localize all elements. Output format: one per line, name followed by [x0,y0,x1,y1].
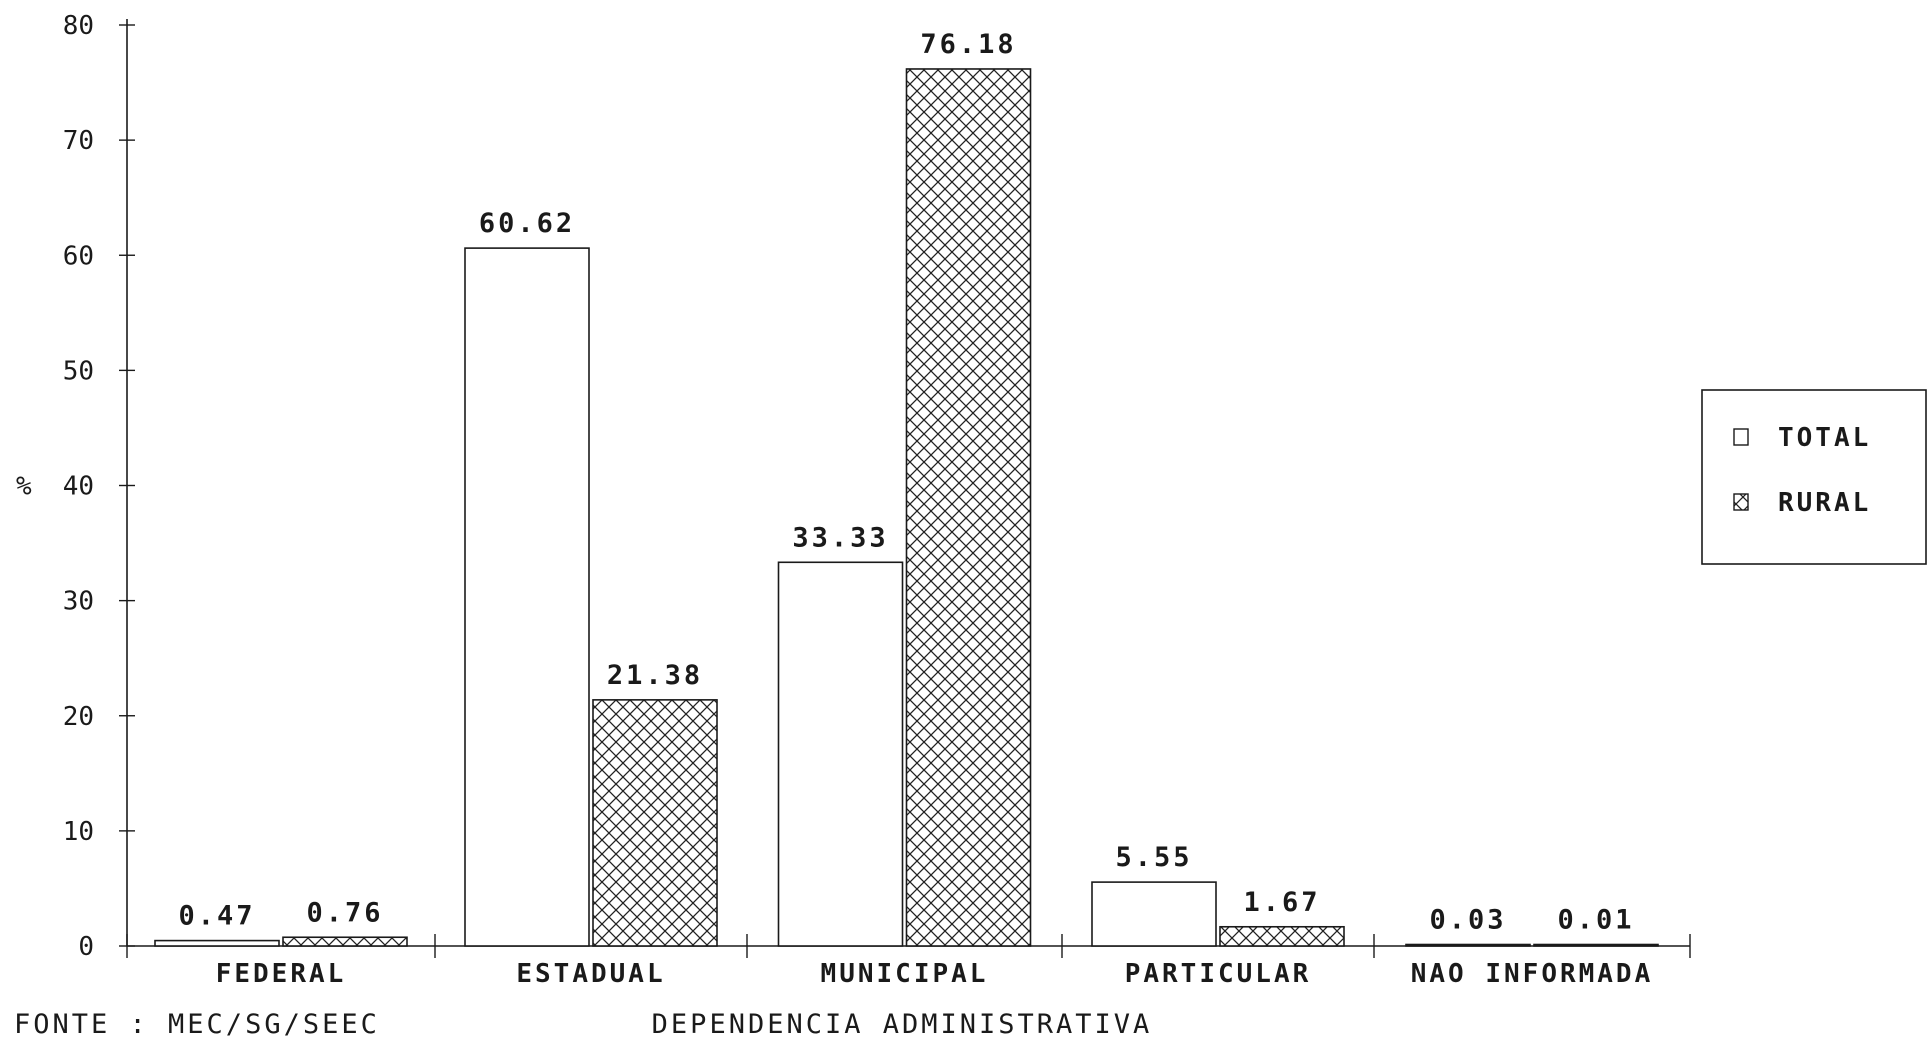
data-label: 1.67 [1243,887,1320,918]
footer: DEPENDENCIA ADMINISTRATIVA FONTE : MEC/SG… [14,1009,1153,1038]
y-tick-label: 70 [63,126,94,156]
y-tick-label: 10 [63,817,94,847]
data-label: 60.62 [479,208,575,239]
data-label: 0.01 [1557,905,1634,936]
data-label: 76.18 [920,29,1016,60]
legend-label-rural: RURAL [1778,488,1871,518]
bar-rural [592,699,718,947]
legend-label-total: TOTAL [1778,423,1871,453]
data-label: 5.55 [1115,842,1192,873]
legend-box [1701,389,1927,565]
bar-rural [1533,943,1659,947]
legend: TOTAL RURAL [1701,389,1927,565]
bar-rural [905,68,1032,947]
y-tick-label: 60 [63,241,94,271]
y-axis-label: % [16,472,32,502]
x-tick-label: NAO INFORMADA [1411,959,1654,989]
x-tick-label: ESTADUAL [516,959,665,989]
bar-rural [282,936,408,947]
bar-total [1091,881,1217,947]
bar-total [777,561,904,947]
bar-total [1405,943,1531,947]
bar-rural [1219,925,1345,947]
y-tick-label: 50 [63,356,94,386]
x-tick-label: MUNICIPAL [821,959,989,989]
data-label: 0.76 [306,897,383,928]
bars [154,68,1659,947]
y-tick-label: 80 [63,11,94,41]
legend-swatch-rural [1733,493,1749,511]
x-tick-label: PARTICULAR [1125,959,1312,989]
legend-swatch-total [1733,428,1749,446]
bar-total [154,939,280,947]
data-label: 33.33 [792,522,888,553]
labels: 0.47 0.76 FEDERAL 60.62 21.38 ESTADUAL 33.33 76… [178,29,1654,989]
data-label: 21.38 [607,660,703,691]
y-tick-label: 0 [78,932,94,962]
y-tick-label: 20 [63,702,94,732]
data-label: 0.03 [1429,905,1506,936]
y-tick-label: 40 [63,472,94,502]
source-note: FONTE : MEC/SG/SEEC [14,1009,380,1038]
bar-total [464,247,590,947]
y-tick-label: 30 [63,587,94,617]
x-tick-label: FEDERAL [216,959,347,989]
x-axis-label: DEPENDENCIA ADMINISTRATIVA [652,1009,1153,1038]
data-label: 0.47 [178,901,255,932]
